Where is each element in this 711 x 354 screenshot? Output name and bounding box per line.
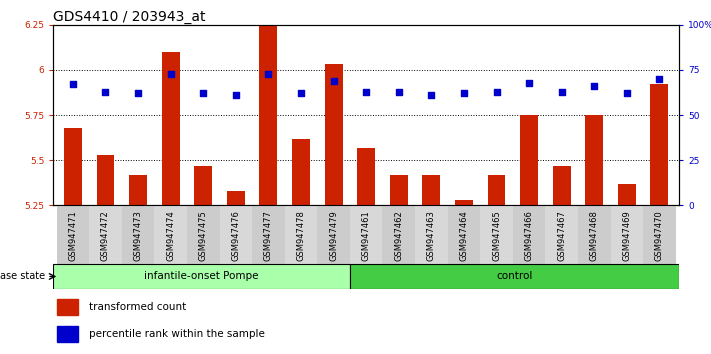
Bar <box>161 52 180 205</box>
Bar <box>227 191 245 205</box>
Text: GSM947468: GSM947468 <box>590 210 599 261</box>
Bar <box>64 128 82 205</box>
Bar <box>57 298 78 315</box>
Text: GSM947470: GSM947470 <box>655 210 664 261</box>
Point <box>262 71 274 76</box>
Text: GSM947474: GSM947474 <box>166 210 175 261</box>
Bar <box>552 166 571 205</box>
Point <box>589 83 600 89</box>
Bar <box>252 205 284 264</box>
Bar <box>350 205 383 264</box>
Bar <box>390 175 407 205</box>
Point <box>198 91 209 96</box>
Point <box>100 89 111 95</box>
Bar <box>643 205 675 264</box>
Point <box>556 89 567 95</box>
Text: GDS4410 / 203943_at: GDS4410 / 203943_at <box>53 10 205 24</box>
Text: control: control <box>496 272 533 281</box>
Bar <box>97 155 114 205</box>
Text: GSM947475: GSM947475 <box>199 210 208 261</box>
Text: GSM947465: GSM947465 <box>492 210 501 261</box>
Bar <box>194 166 212 205</box>
Text: GSM947479: GSM947479 <box>329 210 338 261</box>
Bar <box>357 148 375 205</box>
Bar <box>57 205 89 264</box>
Point <box>426 92 437 98</box>
Text: GSM947462: GSM947462 <box>395 210 403 261</box>
Bar <box>292 138 310 205</box>
Bar <box>448 205 480 264</box>
Point <box>230 92 242 98</box>
Bar <box>415 205 448 264</box>
Text: infantile-onset Pompe: infantile-onset Pompe <box>144 272 259 281</box>
Point <box>621 91 633 96</box>
Point <box>165 71 176 76</box>
Text: GSM947467: GSM947467 <box>557 210 566 261</box>
Bar <box>578 205 611 264</box>
Bar <box>520 115 538 205</box>
Bar <box>122 205 154 264</box>
Bar <box>325 64 343 205</box>
Bar <box>154 205 187 264</box>
Bar <box>89 205 122 264</box>
Bar <box>611 205 643 264</box>
Bar <box>53 264 350 289</box>
Point <box>295 91 306 96</box>
Bar <box>422 175 440 205</box>
Text: GSM947464: GSM947464 <box>459 210 469 261</box>
Bar <box>513 205 545 264</box>
Text: GSM947478: GSM947478 <box>296 210 306 261</box>
Text: GSM947463: GSM947463 <box>427 210 436 261</box>
Text: transformed count: transformed count <box>89 302 186 312</box>
Point <box>458 91 469 96</box>
Bar <box>220 205 252 264</box>
Text: disease state: disease state <box>0 272 46 281</box>
Bar <box>651 84 668 205</box>
Bar <box>545 205 578 264</box>
Bar <box>455 200 473 205</box>
Bar <box>284 205 317 264</box>
Point <box>67 81 78 87</box>
Text: percentile rank within the sample: percentile rank within the sample <box>89 329 264 339</box>
Text: GSM947472: GSM947472 <box>101 210 110 261</box>
Text: GSM947476: GSM947476 <box>231 210 240 261</box>
Bar <box>488 175 506 205</box>
Text: GSM947471: GSM947471 <box>68 210 77 261</box>
Bar <box>187 205 220 264</box>
Bar <box>129 175 147 205</box>
Bar <box>57 326 78 342</box>
Bar <box>480 205 513 264</box>
Point <box>523 80 535 85</box>
Point <box>328 78 339 84</box>
Bar <box>618 184 636 205</box>
Text: GSM947466: GSM947466 <box>525 210 533 261</box>
Bar <box>383 205 415 264</box>
Bar <box>260 0 277 205</box>
Point <box>360 89 372 95</box>
Point <box>393 89 405 95</box>
Text: GSM947461: GSM947461 <box>362 210 370 261</box>
Text: GSM947469: GSM947469 <box>622 210 631 261</box>
Text: GSM947477: GSM947477 <box>264 210 273 261</box>
Text: GSM947473: GSM947473 <box>134 210 142 261</box>
Point <box>653 76 665 82</box>
Point <box>132 91 144 96</box>
Bar <box>350 264 679 289</box>
Point <box>491 89 502 95</box>
Bar <box>585 115 603 205</box>
Bar <box>317 205 350 264</box>
